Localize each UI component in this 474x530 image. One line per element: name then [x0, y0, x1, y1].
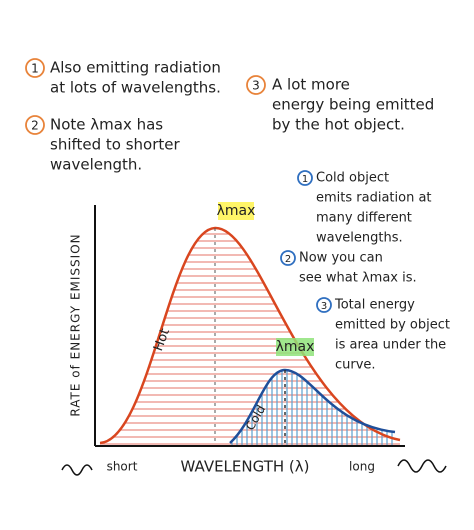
- note-line: wavelengths.: [316, 231, 403, 246]
- note-line: shifted to shorter: [50, 136, 181, 154]
- note-number: 1: [302, 174, 308, 185]
- x-axis-label: WAVELENGTH (λ): [181, 458, 310, 476]
- note-line: wavelength.: [50, 156, 142, 174]
- note-number-circle: [25, 115, 45, 135]
- note-line: emitted by object: [335, 318, 450, 333]
- cold-lambda-max: λmax: [276, 339, 315, 355]
- note-line: energy being emitted: [272, 96, 434, 114]
- hot-curve: [99, 226, 401, 445]
- short-wave: [61, 464, 93, 476]
- note-line: see what λmax is.: [299, 271, 417, 286]
- hot-highlight: [218, 202, 254, 220]
- cold-highlight: [276, 338, 314, 356]
- note-number: 2: [31, 119, 39, 133]
- note-number: 2: [285, 254, 291, 265]
- note-number: 3: [321, 301, 327, 312]
- note-line: curve.: [335, 358, 376, 373]
- note-line: is area under the: [335, 338, 446, 353]
- cold-area: [230, 370, 395, 445]
- note-line: by the hot object.: [272, 116, 405, 134]
- note-number-circle: [25, 58, 45, 78]
- note-line: many different: [316, 211, 412, 226]
- long-label: long: [349, 460, 375, 474]
- hot-area: [100, 227, 400, 445]
- note-number-circle: [246, 75, 266, 95]
- note-number-circle: [316, 297, 332, 313]
- note-line: Cold object: [316, 171, 389, 186]
- note-line: Total energy: [334, 298, 415, 313]
- long-wave: [397, 459, 447, 473]
- note-line: A lot more: [272, 76, 350, 94]
- hot-label: Hot: [151, 327, 173, 354]
- note-number: 1: [31, 62, 39, 76]
- note-line: Note λmax has: [50, 116, 163, 134]
- short-label: short: [107, 460, 138, 474]
- note-line: Now you can: [299, 251, 383, 266]
- note-line: Also emitting radiation: [50, 59, 221, 77]
- y-axis-label: RATE of ENERGY EMISSION: [69, 233, 83, 416]
- note-number-circle: [297, 170, 313, 186]
- note-number-circle: [280, 250, 296, 266]
- note-line: emits radiation at: [316, 191, 432, 206]
- notes: 1 Also emitting radiation at lots of wavel…: [25, 58, 450, 373]
- note-number: 3: [252, 79, 260, 93]
- hot-lambda-max: λmax: [217, 203, 256, 219]
- note-line: at lots of wavelengths.: [50, 79, 221, 97]
